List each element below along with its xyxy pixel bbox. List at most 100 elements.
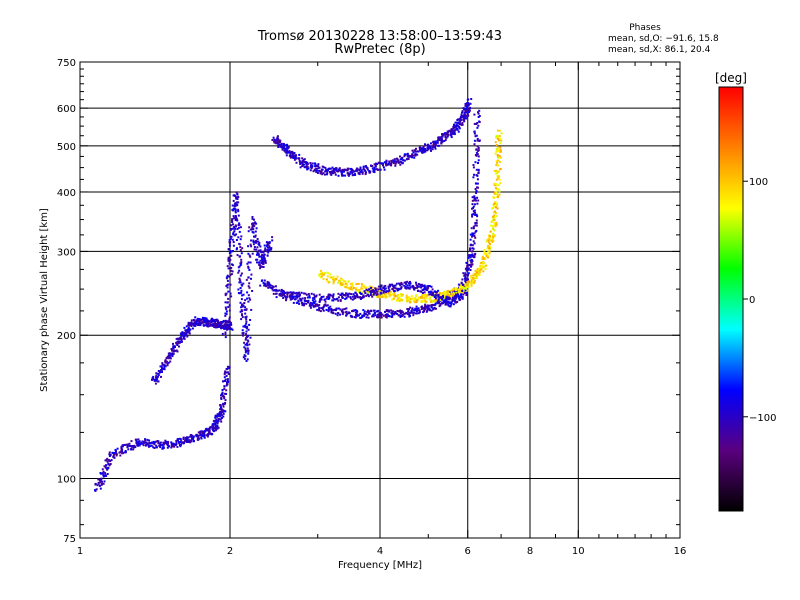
data-point <box>377 309 380 312</box>
data-point <box>231 238 234 241</box>
data-point <box>217 320 220 323</box>
data-point <box>379 311 382 314</box>
data-point <box>396 295 399 298</box>
data-point <box>256 251 259 254</box>
data-point <box>493 219 496 222</box>
data-point <box>345 314 348 317</box>
data-point <box>494 187 497 190</box>
data-point <box>445 291 448 294</box>
data-point <box>325 304 328 307</box>
data-point <box>452 297 454 300</box>
data-point <box>204 317 207 320</box>
data-point <box>235 225 237 228</box>
data-point <box>231 221 234 223</box>
data-point <box>237 210 240 213</box>
data-point <box>390 293 393 296</box>
data-point <box>232 227 235 230</box>
data-point <box>385 290 388 293</box>
data-point <box>430 309 433 312</box>
data-point <box>127 443 129 446</box>
data-point <box>225 328 228 331</box>
data-point <box>212 425 215 428</box>
data-point <box>428 297 431 300</box>
data-point <box>361 285 364 288</box>
data-point <box>312 170 315 173</box>
data-point <box>223 397 226 400</box>
data-point <box>418 146 421 149</box>
data-point <box>327 168 330 171</box>
data-point <box>444 298 447 301</box>
data-point <box>180 332 183 335</box>
data-point <box>327 309 330 312</box>
data-point <box>454 125 457 128</box>
data-point <box>478 273 481 276</box>
data-point <box>172 442 175 445</box>
data-point <box>107 459 110 462</box>
data-point <box>414 153 417 156</box>
data-point <box>214 320 217 323</box>
data-point <box>258 244 261 246</box>
data-point <box>472 176 475 179</box>
data-point <box>214 427 217 430</box>
data-point <box>394 284 397 287</box>
data-point <box>478 269 481 272</box>
data-point <box>493 196 495 199</box>
data-point <box>224 336 227 339</box>
data-point <box>458 127 461 130</box>
data-point <box>405 287 408 290</box>
data-point <box>221 391 224 394</box>
data-point <box>303 161 306 163</box>
data-point <box>293 156 296 159</box>
data-point <box>249 261 252 264</box>
data-point <box>424 286 427 289</box>
data-point <box>467 280 470 283</box>
data-point <box>496 174 499 177</box>
data-point <box>362 166 365 169</box>
data-point <box>169 360 172 363</box>
data-point <box>430 142 432 145</box>
data-point <box>377 285 380 288</box>
data-point <box>363 290 366 293</box>
data-point <box>227 275 230 278</box>
data-point <box>137 440 140 443</box>
data-point <box>291 292 294 295</box>
data-point <box>496 154 499 156</box>
data-point <box>365 166 368 169</box>
data-point <box>465 277 467 280</box>
data-point <box>254 235 257 238</box>
data-point <box>452 292 455 294</box>
data-point <box>233 207 236 210</box>
data-point <box>188 329 191 332</box>
data-point <box>172 347 175 350</box>
data-point <box>496 207 499 210</box>
data-point <box>271 286 274 289</box>
data-point <box>230 235 233 238</box>
data-point <box>353 316 356 318</box>
data-point <box>234 209 237 212</box>
data-point <box>189 328 192 331</box>
data-point <box>277 138 280 141</box>
data-point <box>182 438 185 440</box>
data-point <box>492 206 495 209</box>
data-point <box>363 286 366 289</box>
data-point <box>314 169 317 172</box>
data-point <box>364 313 366 316</box>
data-point <box>411 297 414 300</box>
data-point <box>393 294 396 297</box>
data-point <box>382 314 385 317</box>
x-tick-label: 1 <box>77 546 83 557</box>
data-point <box>496 161 499 164</box>
data-point <box>257 254 260 256</box>
data-point <box>421 295 423 298</box>
data-point <box>245 278 248 281</box>
data-point <box>433 143 435 146</box>
data-point <box>340 292 343 295</box>
data-point <box>469 259 472 262</box>
data-point <box>346 312 349 315</box>
data-point <box>430 285 433 288</box>
data-point <box>406 296 409 299</box>
data-point <box>476 274 478 277</box>
data-point <box>236 201 239 204</box>
data-point <box>389 285 392 288</box>
data-point <box>219 324 222 327</box>
